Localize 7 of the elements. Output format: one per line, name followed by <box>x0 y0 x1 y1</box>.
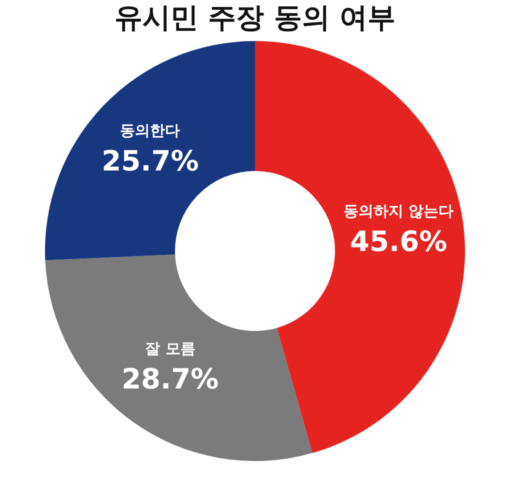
data-label: 45.6% <box>350 225 448 258</box>
slice-label: 동의하지 않는다 <box>344 202 454 220</box>
data-label: 25.7% <box>102 144 199 178</box>
data-label: 28.7% <box>122 362 219 396</box>
slice-label: 잘 모름 <box>145 340 196 358</box>
chart-title: 유시민 주장 동의 여부 <box>114 1 396 34</box>
slice-label: 동의한다 <box>120 122 180 140</box>
